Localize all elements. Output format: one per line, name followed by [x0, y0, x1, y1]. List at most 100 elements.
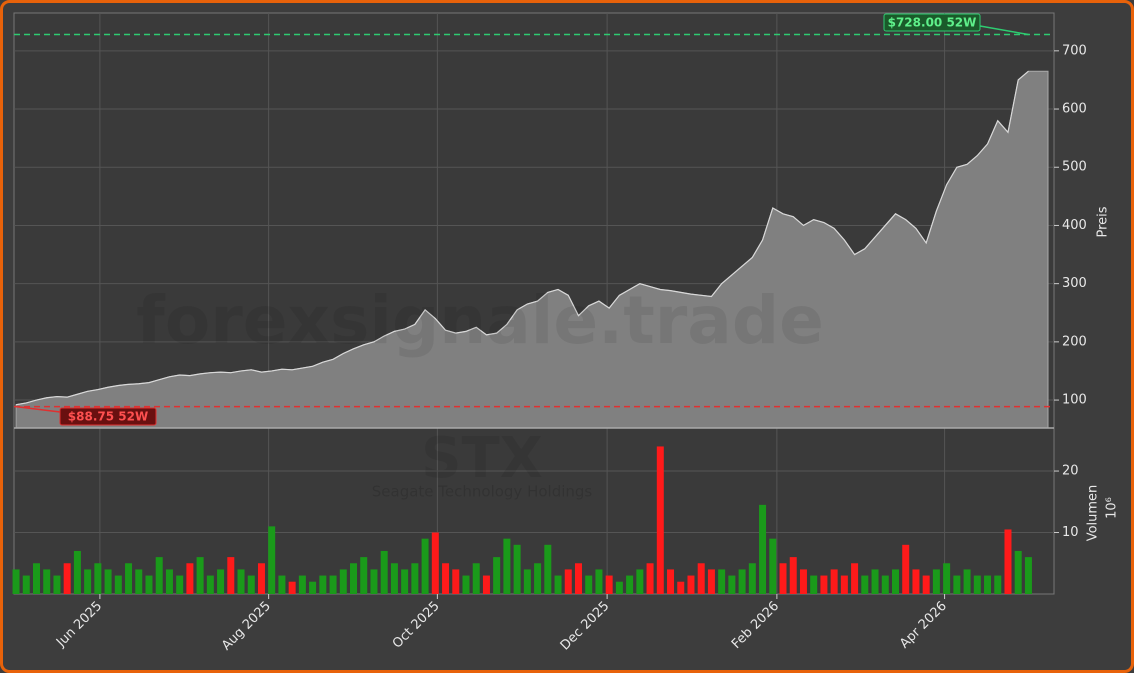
volume-bar [206, 575, 214, 594]
annotation-arrow [15, 405, 61, 413]
volume-bar [1014, 550, 1022, 594]
annotation-label: $88.75 52W [68, 410, 148, 424]
volume-bar [667, 569, 675, 594]
y-axis-label: Volumen [1086, 485, 1101, 542]
volume-bar [891, 569, 899, 594]
volume-bar [503, 538, 511, 594]
volume-bar [186, 563, 194, 594]
volume-bar [145, 575, 153, 594]
y-tick-label: 20 [1062, 464, 1079, 479]
volume-bar [135, 569, 143, 594]
volume-bar [932, 569, 940, 594]
volume-bar [677, 581, 685, 594]
volume-bar [411, 563, 419, 594]
watermark-title: STX [421, 426, 543, 491]
volume-bar [554, 575, 562, 594]
volume-bar [431, 532, 439, 594]
volume-bar [820, 575, 828, 594]
volume-bar [360, 557, 368, 594]
y-tick-label: 100 [1062, 393, 1087, 408]
volume-bar [707, 569, 715, 594]
volume-bar [984, 575, 992, 594]
price-line [15, 70, 1029, 406]
y-tick-label: 300 [1062, 276, 1087, 291]
y-tick-label: 600 [1062, 102, 1087, 117]
volume-bar [789, 557, 797, 594]
volume-bar [84, 569, 92, 594]
volume-bar [585, 575, 593, 594]
volume-bar [268, 526, 276, 594]
volume-bar [748, 563, 756, 594]
volume-bar [350, 563, 358, 594]
volume-bar [830, 569, 838, 594]
volume-bar [462, 575, 470, 594]
volume-bar [370, 569, 378, 594]
volume-bar [247, 575, 255, 594]
volume-bar [12, 569, 20, 594]
volume-bar [656, 446, 664, 594]
volume-bar [472, 563, 480, 594]
volume-bar [810, 575, 818, 594]
volume-bar [401, 569, 409, 594]
volume-bar [574, 563, 582, 594]
volume-bar [288, 581, 296, 594]
volume-bar [196, 557, 204, 594]
volume-bar [94, 563, 102, 594]
volume-bar [63, 563, 71, 594]
volume-bar [943, 563, 951, 594]
volume-bar [513, 544, 521, 594]
volume-bar [605, 575, 613, 594]
annotation-label: $728.00 52W [888, 16, 977, 30]
volume-bar [615, 581, 623, 594]
y-tick-label: 200 [1062, 334, 1087, 349]
volume-bar [523, 569, 531, 594]
volume-bar [963, 569, 971, 594]
volume-bar [298, 575, 306, 594]
volume-bar [564, 569, 572, 594]
volume-bar [646, 563, 654, 594]
volume-bar [114, 575, 122, 594]
volume-bar [902, 544, 910, 594]
y-tick-label: 700 [1062, 43, 1087, 58]
volume-bar [339, 569, 347, 594]
volume-bar [973, 575, 981, 594]
volume-bar [390, 563, 398, 594]
volume-bar [442, 563, 450, 594]
volume-bar [493, 557, 501, 594]
volume-bar [53, 575, 61, 594]
watermark: forexsignale.trade [136, 282, 824, 359]
volume-bar [851, 563, 859, 594]
volume-bar [22, 575, 30, 594]
volume-bar [43, 569, 51, 594]
y-axis-unit: 10⁶ [1105, 497, 1120, 519]
volume-bar [922, 575, 930, 594]
volume-bar [881, 575, 889, 594]
volume-bar [779, 563, 787, 594]
volume-bar [912, 569, 920, 594]
y-tick-label: 400 [1062, 218, 1087, 233]
volume-bar [728, 575, 736, 594]
volume-bar [73, 550, 81, 594]
volume-bar [697, 563, 705, 594]
volume-bar [176, 575, 184, 594]
volume-bar [840, 575, 848, 594]
y-tick-label: 500 [1062, 160, 1087, 175]
volume-bar [421, 538, 429, 594]
volume-bar [165, 569, 173, 594]
volume-bar [329, 575, 337, 594]
volume-bar [237, 569, 245, 594]
volume-bar [534, 563, 542, 594]
volume-bar [595, 569, 603, 594]
volume-bar [380, 550, 388, 594]
volume-bar [1004, 529, 1012, 594]
volume-bar [626, 575, 634, 594]
annotation-arrow [979, 25, 1029, 36]
volume-bar [452, 569, 460, 594]
volume-bar [871, 569, 879, 594]
volume-bar [482, 575, 490, 594]
y-tick-label: 10 [1062, 525, 1079, 540]
volume-bar [953, 575, 961, 594]
volume-bar [1024, 557, 1032, 594]
annotation-box [883, 13, 981, 32]
